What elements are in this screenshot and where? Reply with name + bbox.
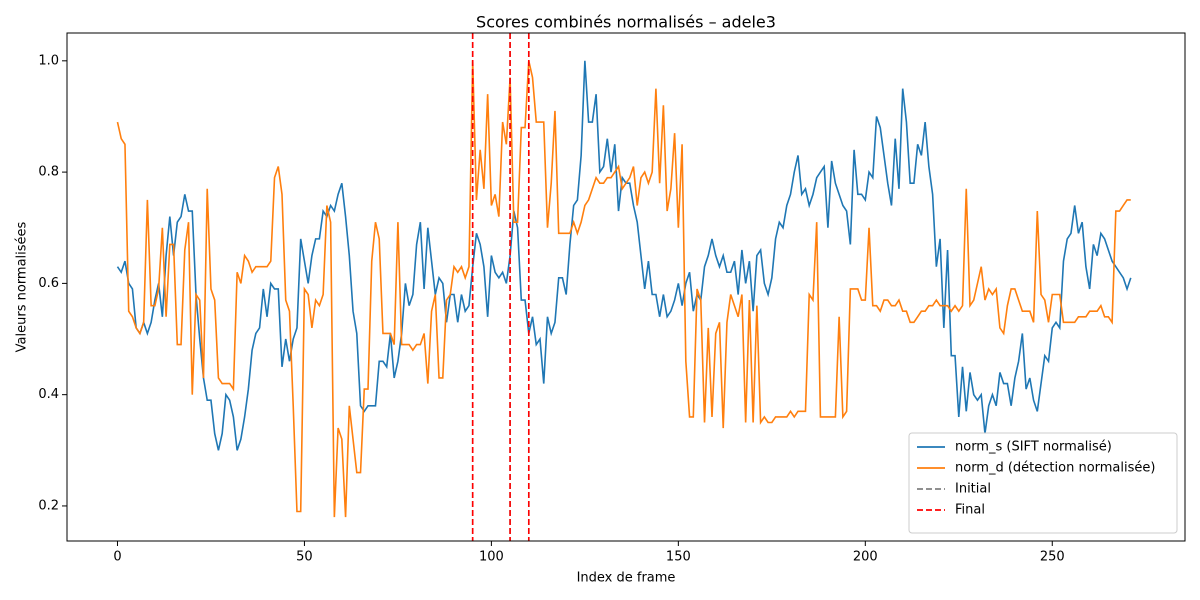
legend-label: norm_d (détection normalisée): [955, 461, 1155, 476]
x-tick-label: 0: [113, 550, 121, 565]
legend-box: [908, 432, 1178, 534]
legend-label: norm_s (SIFT normalisé): [955, 440, 1112, 455]
y-tick-label: 0.4: [38, 387, 59, 402]
x-tick-label: 250: [1040, 550, 1065, 565]
y-tick-label: 0.2: [38, 498, 59, 513]
y-tick-label: 0.8: [38, 165, 59, 180]
chart-title: Scores combinés normalisés – adele3: [476, 13, 776, 32]
data-line: [116, 60, 1131, 518]
x-tick-label: 200: [853, 550, 878, 565]
y-tick-label: 0.6: [38, 276, 59, 291]
x-axis-label: Index de frame: [577, 571, 676, 586]
legend-label: Final: [955, 503, 985, 518]
y-tick-label: 1.0: [38, 53, 59, 68]
legend-label: Initial: [955, 482, 991, 497]
plot-frame: [66, 32, 1186, 542]
x-tick-label: 150: [666, 550, 691, 565]
data-line: [116, 60, 1132, 451]
x-tick-label: 100: [479, 550, 504, 565]
x-tick-label: 50: [296, 550, 313, 565]
y-axis-label: Valeurs normalisées: [15, 221, 30, 352]
